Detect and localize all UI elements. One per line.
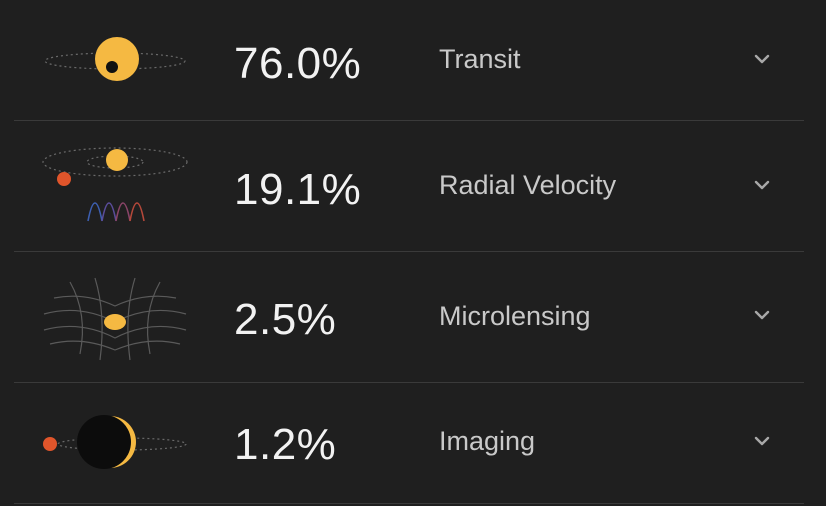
chevron-down-icon[interactable] [748, 302, 776, 330]
imaging-illustration-icon [43, 415, 187, 469]
method-row-radial-velocity[interactable]: 19.1% Radial Velocity [14, 121, 804, 252]
percent-microlensing: 2.5% [234, 295, 337, 344]
transit-illustration-icon [44, 37, 186, 81]
chevron-down-icon[interactable] [748, 172, 776, 200]
percent-imaging: 1.2% [234, 420, 337, 469]
chevron-down-icon[interactable] [748, 428, 776, 456]
method-row-transit[interactable]: 76.0% Transit [14, 0, 804, 121]
method-row-imaging[interactable]: 1.2% Imaging [14, 383, 804, 504]
row-divider [14, 503, 804, 504]
row-divider [14, 382, 804, 383]
row-divider [14, 251, 804, 252]
microlensing-illustration-icon [43, 277, 187, 361]
radial-velocity-illustration-icon [42, 147, 188, 222]
chevron-down-icon[interactable] [748, 46, 776, 74]
label-imaging: Imaging [439, 426, 536, 456]
label-radial-velocity: Radial Velocity [439, 170, 617, 200]
label-microlensing: Microlensing [439, 301, 591, 331]
row-divider [14, 120, 804, 121]
percent-transit: 76.0% [234, 39, 362, 88]
method-row-microlensing[interactable]: 2.5% Microlensing [14, 252, 804, 383]
label-transit: Transit [439, 44, 521, 74]
percent-radial-velocity: 19.1% [234, 165, 362, 214]
